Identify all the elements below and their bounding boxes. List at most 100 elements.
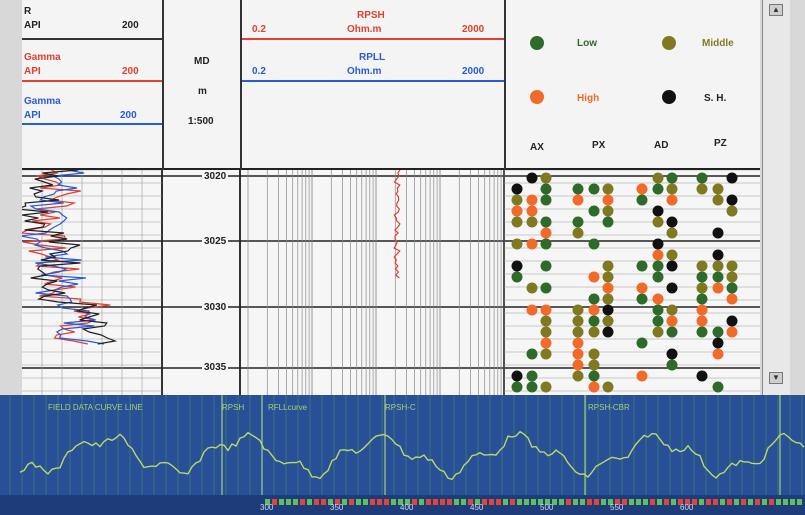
ruler-tick-marker [601,499,606,505]
facies-dot [652,249,664,261]
rpll-curve-max: 2000 [462,66,485,77]
facies-dot [652,260,664,272]
ruler-tick-marker [363,499,368,505]
facies-dot [588,238,600,250]
ruler-tick-marker [419,499,424,505]
facies-dot [666,227,678,239]
ruler-tick-marker [622,499,627,505]
rpsh-curve-min: 0.2 [252,24,266,35]
gamma-curve-line [22,170,105,345]
ruler-label-4: 450 [470,503,484,512]
facies-dot [511,183,523,195]
depth-tick-3035: 3035 [202,362,229,373]
facies-dot [636,370,648,382]
ruler-tick-marker [496,499,501,505]
facies-dot [602,194,614,206]
ruler-tick-marker [426,499,431,505]
gamma-curve-label: Gamma [24,52,61,63]
sh-dot-icon [662,90,676,104]
facies-dot [540,227,552,239]
facies-dot [726,194,738,206]
facies-dot [726,293,738,305]
ruler-tick-marker [265,499,270,505]
column-header-ad: AD [654,140,669,151]
column-header-ax: AX [530,142,544,153]
high-dot-icon [530,90,544,104]
legend-high-label: High [577,93,600,104]
ruler-tick-marker [384,499,389,505]
facies-dot [540,238,552,250]
facies-dot [726,326,738,338]
facies-dot [572,304,584,316]
ruler-tick-marker [531,499,536,505]
overview-strip[interactable]: FIELD DATA CURVE LINE RPSH RFLLcurve RPS… [0,395,805,515]
facies-dot [726,260,738,272]
ruler-tick-marker [300,499,305,505]
depth-scale: 1:500 [188,116,214,127]
facies-dot [602,183,614,195]
middle-dot-icon [662,36,676,50]
facies-dot [712,282,724,294]
facies-dot [652,172,664,184]
facies-dot [588,315,600,327]
facies-dot [666,183,678,195]
ruler-tick-marker [720,499,725,505]
ruler-tick-marker [776,499,781,505]
ruler-tick-marker [454,499,459,505]
facies-dot [602,381,614,393]
ruler-tick-marker [475,499,480,505]
ruler-tick-marker [559,499,564,505]
strip-label-3: RFLLcurve [268,403,308,412]
facies-dot [526,172,538,184]
facies-dot [526,348,538,360]
facies-dot [726,205,738,217]
ruler-tick-marker [307,499,312,505]
ruler-tick-marker [727,499,732,505]
facies-dot [636,260,648,272]
facies-dot [696,183,708,195]
ruler-tick-marker [286,499,291,505]
log-plot-panel: 3020 3025 3030 3035 [22,170,760,395]
facies-dot [526,194,538,206]
facies-dot [712,348,724,360]
ruler-tick-marker [461,499,466,505]
ruler-tick-marker [398,499,403,505]
depth-tick-3020: 3020 [202,171,229,182]
facies-dot [511,205,523,217]
rpsh-curve-line [393,170,401,279]
ruler-tick-marker [783,499,788,505]
ruler-tick-marker [552,499,557,505]
facies-dot [712,249,724,261]
ruler-tick-marker [524,499,529,505]
facies-dot [526,370,538,382]
depth-unit: m [198,86,207,97]
ruler-tick-marker [678,499,683,505]
ruler-tick-marker [356,499,361,505]
facies-dot [511,271,523,283]
ruler-tick-marker [566,499,571,505]
facies-dot [572,326,584,338]
facies-dot [652,183,664,195]
facies-dot [712,381,724,393]
scroll-up-button[interactable]: ▲ [769,4,783,16]
scroll-down-button[interactable]: ▼ [769,372,783,384]
ruler-tick-marker [706,499,711,505]
ruler-tick-marker [377,499,382,505]
strip-label-1: FIELD DATA CURVE LINE [48,403,143,412]
facies-dot [696,293,708,305]
facies-dot [572,359,584,371]
ruler-tick-marker [769,499,774,505]
ruler-tick-marker [699,499,704,505]
gamma-curve-line [22,170,118,345]
ruler-tick-marker [594,499,599,505]
vertical-scrollbar[interactable]: ▲ ▼ [762,0,790,395]
facies-dot [572,348,584,360]
ruler-tick-marker [573,499,578,505]
facies-dot [572,194,584,206]
facies-dot [540,381,552,393]
ruler-tick-marker [489,499,494,505]
facies-dot [726,172,738,184]
track-divider [162,0,164,170]
ruler-tick-marker [279,499,284,505]
track-divider [240,0,242,170]
